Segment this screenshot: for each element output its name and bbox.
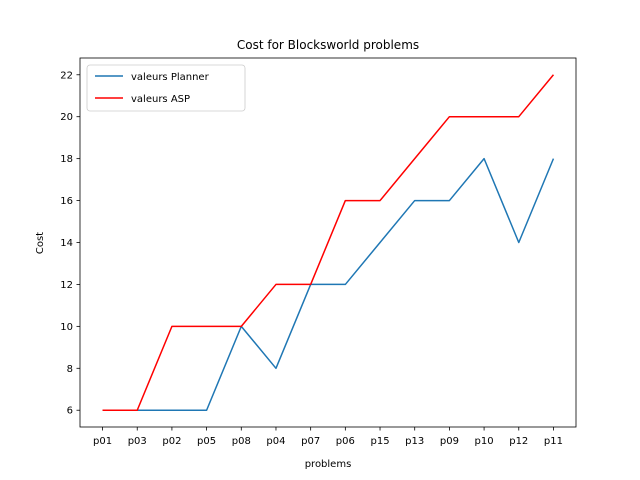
x-tick-label: p01 xyxy=(93,436,112,447)
x-tick-label: p15 xyxy=(370,436,389,447)
legend-label-1: valeurs Planner xyxy=(131,72,210,83)
y-tick-label: 10 xyxy=(60,322,73,333)
x-tick-label: p09 xyxy=(440,436,459,447)
x-tick-label: p02 xyxy=(162,436,181,447)
y-tick-label: 8 xyxy=(67,364,73,375)
series-line-1 xyxy=(102,157,555,411)
x-axis-label: problems xyxy=(305,459,352,470)
plot-area: p01 p03 p02 p05 p08 p04 p07 p06 p15 p13 p09 p10 p12 p… xyxy=(60,57,577,447)
y-tick-label: 18 xyxy=(60,154,73,165)
x-tick-label: p10 xyxy=(475,436,494,447)
x-tick-label: p08 xyxy=(232,436,251,447)
y-tick-label: 14 xyxy=(60,238,73,249)
legend: valeurs Planner valeurs ASP xyxy=(86,64,246,112)
y-tick-label: 20 xyxy=(60,112,73,123)
x-tick-label: p07 xyxy=(301,436,320,447)
y-tick-label: 6 xyxy=(67,406,73,417)
y-axis-label: Cost xyxy=(35,232,46,254)
x-tick-label: p05 xyxy=(197,436,216,447)
x-tick-label: p03 xyxy=(128,436,147,447)
x-tick-label: p12 xyxy=(509,436,528,447)
x-tick-label: p06 xyxy=(336,436,355,447)
y-tick-label: 12 xyxy=(60,280,73,291)
legend-box xyxy=(86,64,246,112)
legend-label-2: valeurs ASP xyxy=(131,94,190,105)
series-line-2 xyxy=(102,74,555,411)
y-tick-label: 16 xyxy=(60,196,73,207)
x-tick-label: p04 xyxy=(266,436,285,447)
x-tick-label: p13 xyxy=(405,436,424,447)
chart-title: Cost for Blocksworld problems xyxy=(237,38,419,52)
y-tick-label: 22 xyxy=(60,70,73,81)
x-tick-label: p11 xyxy=(544,436,563,447)
